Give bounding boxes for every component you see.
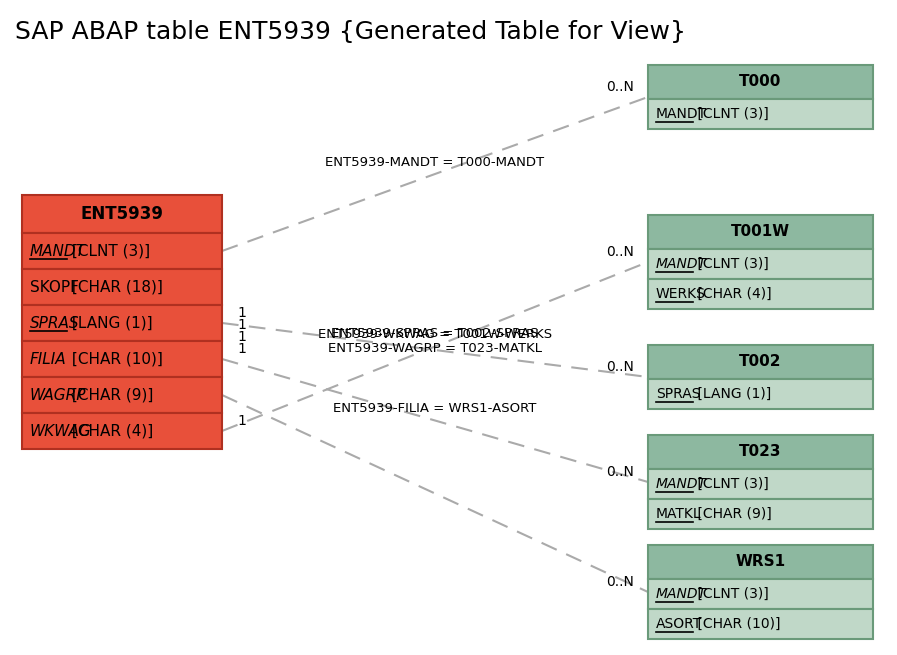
Text: 0..N: 0..N <box>606 360 634 374</box>
Text: ENT5939-WAGRP = T023-MATKL: ENT5939-WAGRP = T023-MATKL <box>328 342 542 355</box>
Text: ASORT: ASORT <box>656 617 702 631</box>
Bar <box>648 379 873 409</box>
Text: MANDT: MANDT <box>656 477 707 491</box>
Text: [CHAR (4)]: [CHAR (4)] <box>67 424 153 438</box>
Text: T023: T023 <box>739 445 782 460</box>
Text: [LANG (1)]: [LANG (1)] <box>693 387 771 401</box>
Text: [CLNT (3)]: [CLNT (3)] <box>693 587 770 601</box>
Text: SPRAS: SPRAS <box>30 316 80 331</box>
Bar <box>22 233 222 269</box>
Bar <box>648 249 873 279</box>
Text: SAP ABAP table ENT5939 {Generated Table for View}: SAP ABAP table ENT5939 {Generated Table … <box>15 20 686 44</box>
Text: T000: T000 <box>739 75 781 90</box>
Text: [LANG (1)]: [LANG (1)] <box>67 316 153 331</box>
Text: ENT5939: ENT5939 <box>81 205 163 223</box>
Text: [CLNT (3)]: [CLNT (3)] <box>693 477 770 491</box>
Bar <box>22 341 222 377</box>
Bar <box>648 215 873 249</box>
Bar <box>648 579 873 609</box>
Text: T002: T002 <box>739 354 782 369</box>
Text: ENT5939-WKWAG = T001W-WERKS: ENT5939-WKWAG = T001W-WERKS <box>318 329 552 341</box>
Text: [CLNT (3)]: [CLNT (3)] <box>693 107 770 121</box>
Text: [CHAR (9)]: [CHAR (9)] <box>67 388 154 403</box>
Bar <box>648 279 873 309</box>
Text: SPRAS: SPRAS <box>656 387 701 401</box>
Text: 1: 1 <box>237 342 246 356</box>
Text: ENT5939-FILIA = WRS1-ASORT: ENT5939-FILIA = WRS1-ASORT <box>334 403 536 415</box>
Text: 1: 1 <box>237 306 246 320</box>
Text: [CHAR (10)]: [CHAR (10)] <box>693 617 781 631</box>
Text: 0..N: 0..N <box>606 80 634 94</box>
Text: 1: 1 <box>237 414 246 428</box>
Text: ENT5939-SPRAS = T002-SPRAS: ENT5939-SPRAS = T002-SPRAS <box>331 327 538 340</box>
Text: 1: 1 <box>237 330 246 344</box>
Text: MANDT: MANDT <box>30 244 86 259</box>
Bar <box>648 499 873 529</box>
Text: T001W: T001W <box>731 225 790 240</box>
Text: [CHAR (18)]: [CHAR (18)] <box>67 280 163 295</box>
Text: 0..N: 0..N <box>606 245 634 259</box>
Bar <box>648 545 873 579</box>
Text: MANDT: MANDT <box>656 257 707 271</box>
Bar <box>648 435 873 469</box>
Text: 0..N: 0..N <box>606 465 634 479</box>
Text: MANDT: MANDT <box>656 107 707 121</box>
Text: WKWAG: WKWAG <box>30 424 91 438</box>
Bar <box>648 469 873 499</box>
Text: SKOPF: SKOPF <box>30 280 79 295</box>
Text: [CLNT (3)]: [CLNT (3)] <box>67 244 151 259</box>
Bar <box>648 345 873 379</box>
Text: 1: 1 <box>237 318 246 332</box>
Bar <box>22 305 222 341</box>
Bar <box>22 269 222 305</box>
Text: FILIA: FILIA <box>30 352 66 367</box>
Text: [CHAR (9)]: [CHAR (9)] <box>693 507 772 521</box>
Text: 0..N: 0..N <box>606 575 634 589</box>
Bar <box>648 609 873 639</box>
Text: [CLNT (3)]: [CLNT (3)] <box>693 257 770 271</box>
Bar <box>648 99 873 129</box>
Text: WERKS: WERKS <box>656 287 706 301</box>
Text: MANDT: MANDT <box>656 587 707 601</box>
Bar <box>22 413 222 449</box>
Bar <box>648 65 873 99</box>
Text: ENT5939-MANDT = T000-MANDT: ENT5939-MANDT = T000-MANDT <box>326 156 544 169</box>
Text: WAGRP: WAGRP <box>30 388 86 403</box>
Text: WRS1: WRS1 <box>736 555 786 569</box>
Text: MATKL: MATKL <box>656 507 701 521</box>
Text: [CHAR (4)]: [CHAR (4)] <box>693 287 772 301</box>
Text: [CHAR (10)]: [CHAR (10)] <box>67 352 163 367</box>
Bar <box>22 377 222 413</box>
Bar <box>22 195 222 233</box>
